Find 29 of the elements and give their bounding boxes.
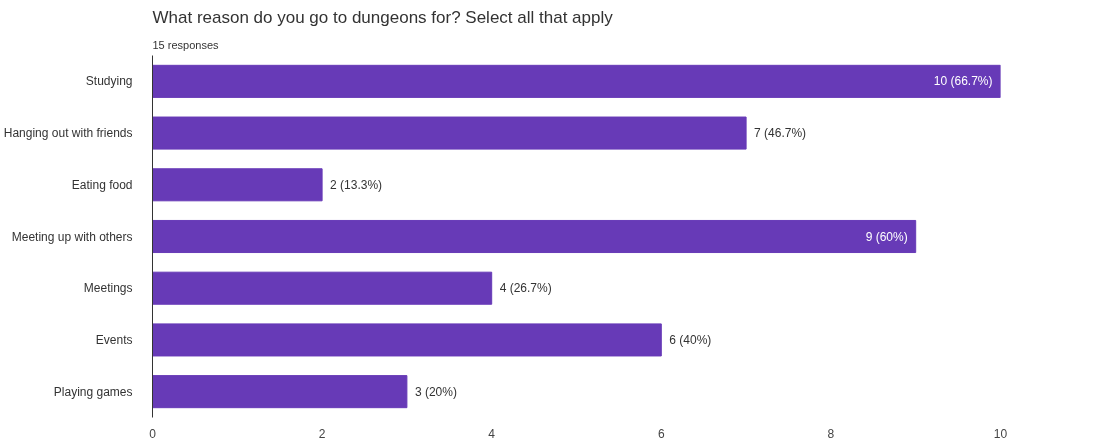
x-tick-label: 10 bbox=[993, 426, 1008, 441]
bar bbox=[152, 271, 493, 305]
bar bbox=[152, 116, 747, 150]
bar bbox=[152, 375, 408, 409]
bar bbox=[152, 64, 1001, 98]
x-tick-label: 0 bbox=[149, 426, 157, 441]
y-tick-label: Hanging out with friends bbox=[3, 126, 133, 141]
data-label: 9 (60%) bbox=[865, 229, 908, 244]
bar bbox=[152, 219, 917, 254]
bar bbox=[152, 323, 662, 357]
data-label: 10 (66.7%) bbox=[933, 74, 993, 89]
y-tick-label: Events bbox=[95, 332, 133, 347]
data-label: 6 (40%) bbox=[669, 332, 712, 347]
data-label: 4 (26.7%) bbox=[499, 281, 552, 296]
x-tick-label: 2 bbox=[318, 426, 326, 441]
data-label: 3 (20%) bbox=[414, 384, 457, 399]
data-label: 2 (13.3%) bbox=[330, 177, 383, 192]
y-tick-label: Meeting up with others bbox=[11, 229, 133, 244]
y-tick-label: Eating food bbox=[71, 177, 133, 192]
data-label: 7 (46.7%) bbox=[754, 126, 807, 141]
chart-title: What reason do you go to dungeons for? Select all that apply bbox=[152, 7, 614, 27]
y-tick-label: Playing games bbox=[53, 384, 133, 399]
y-tick-label: Studying bbox=[85, 74, 133, 89]
chart-subtitle: 15 responses bbox=[152, 38, 220, 51]
x-tick-label: 6 bbox=[657, 426, 665, 441]
x-tick-label: 4 bbox=[488, 426, 496, 441]
y-tick-label: Meetings bbox=[83, 281, 133, 296]
bar bbox=[152, 168, 323, 202]
x-tick-label: 8 bbox=[827, 426, 835, 441]
